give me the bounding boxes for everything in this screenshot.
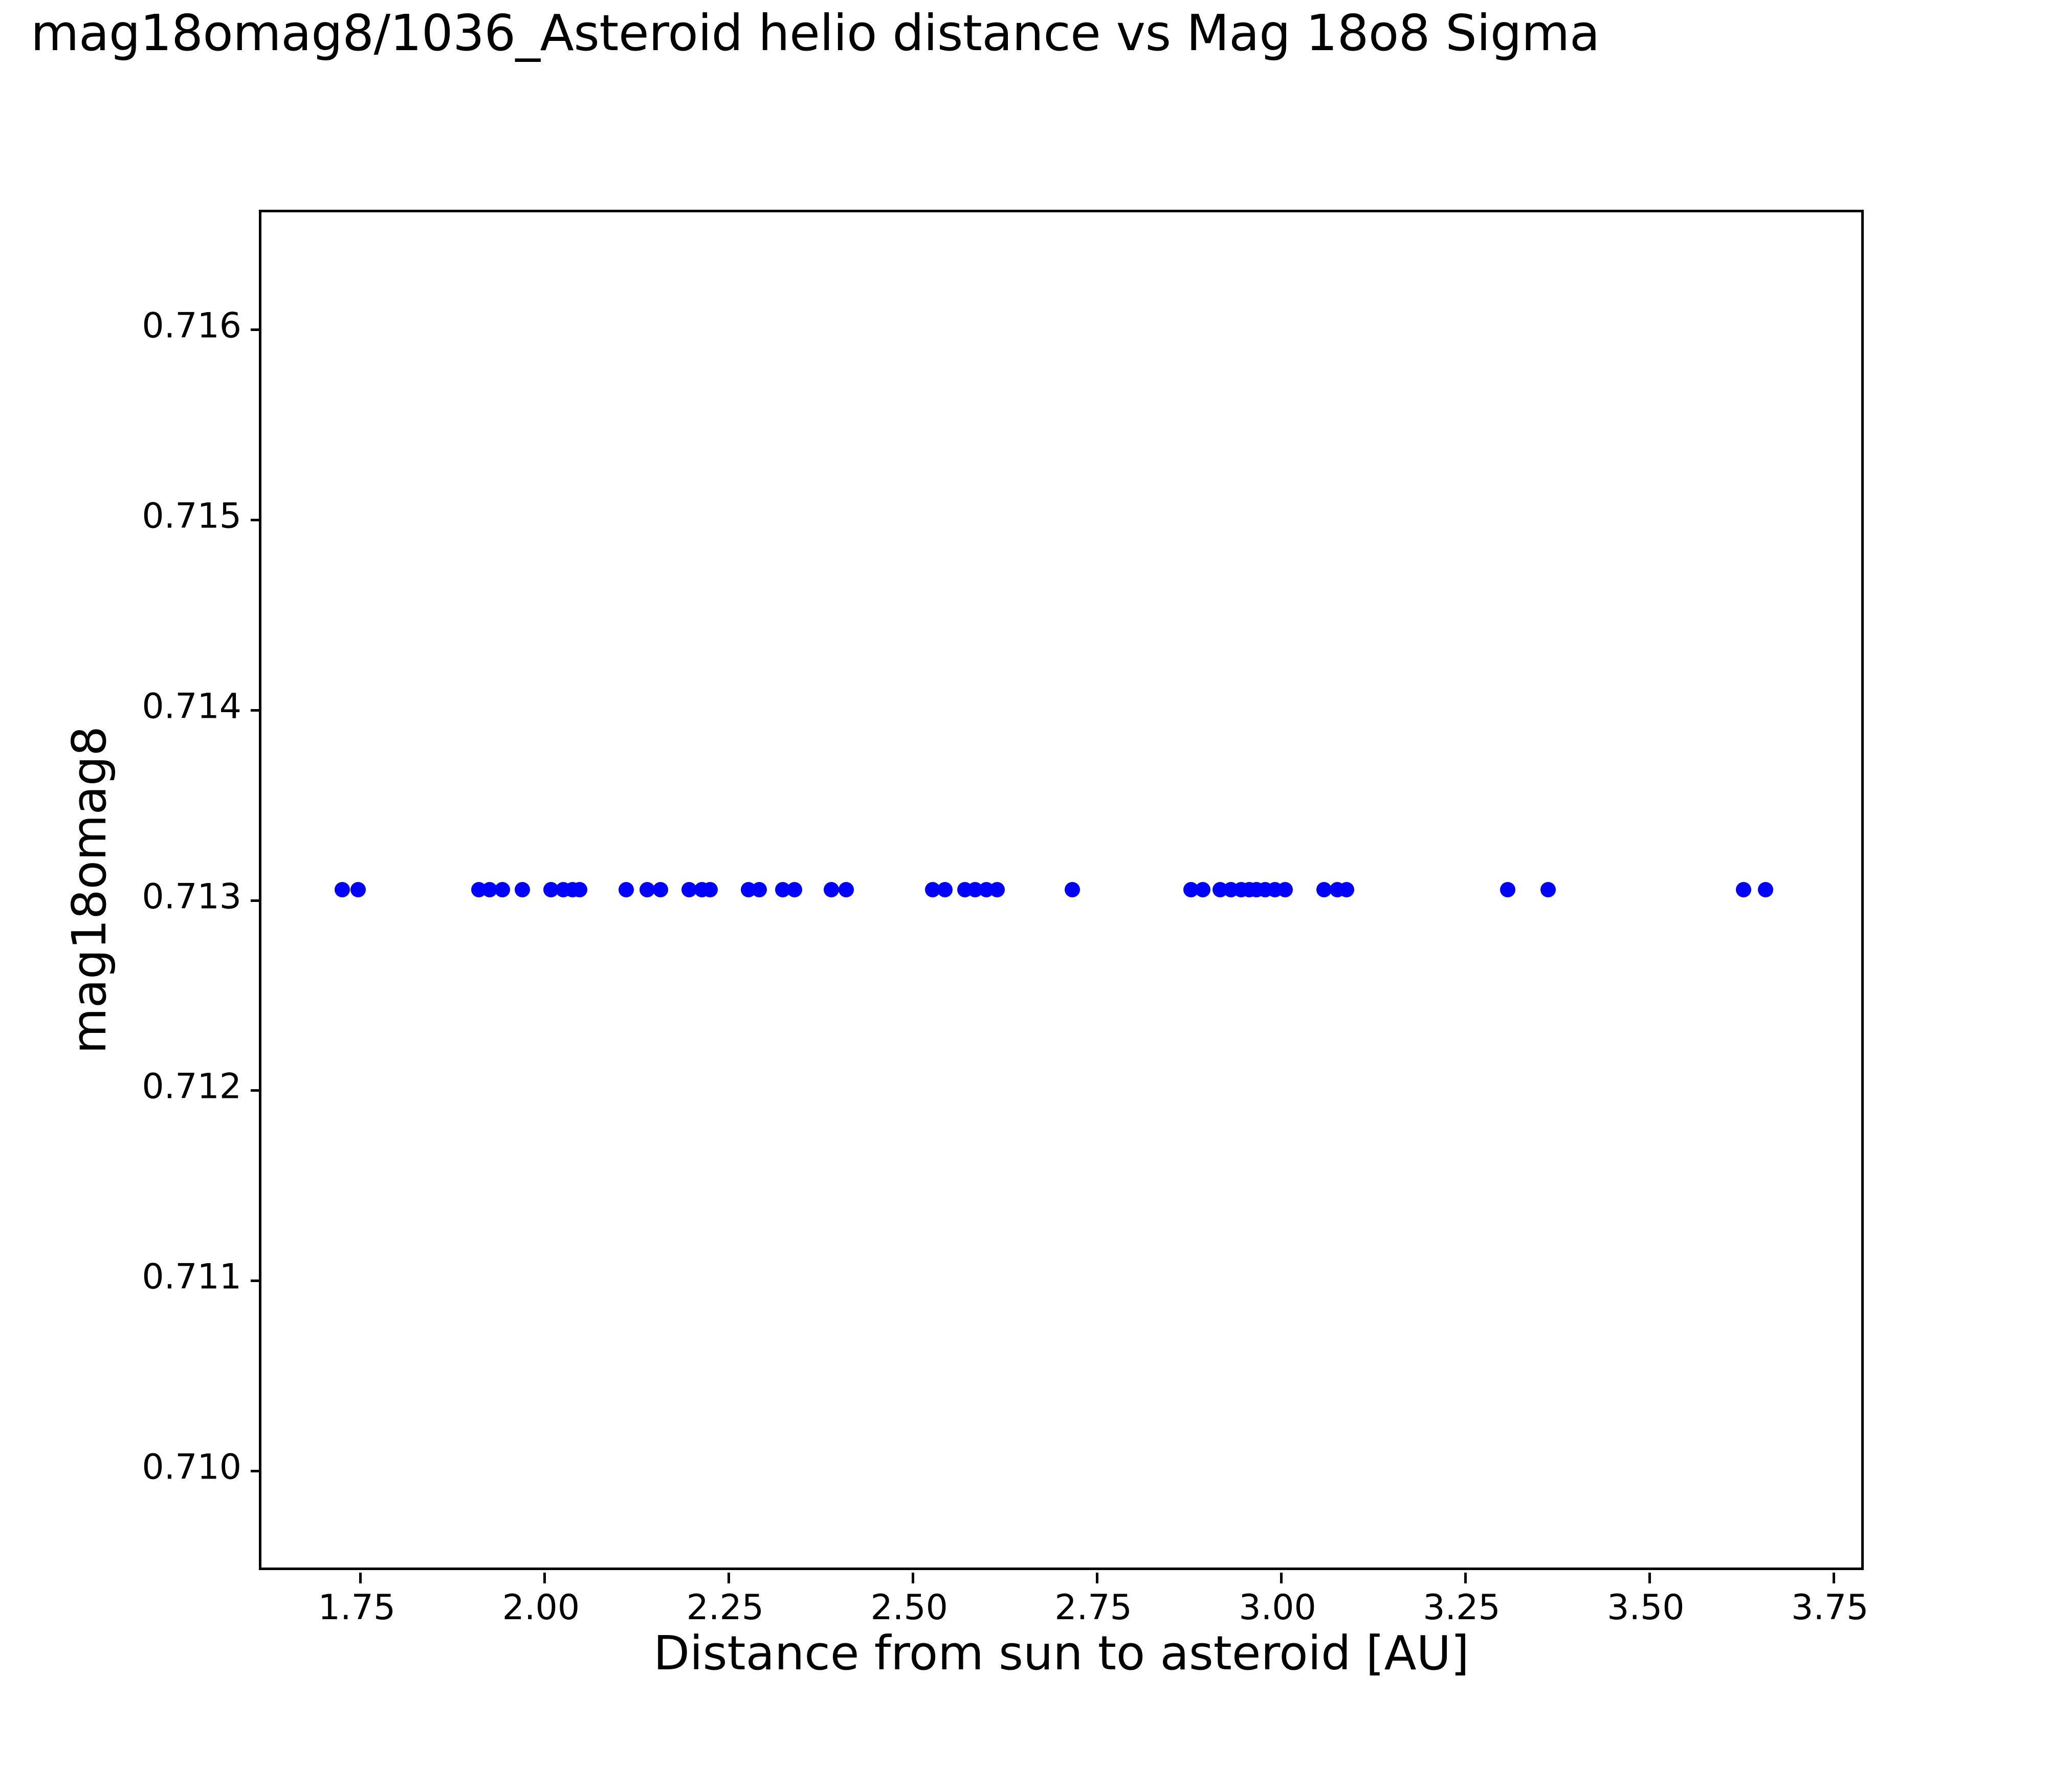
x-tick-label: 3.50 (1607, 1587, 1685, 1628)
data-point (1735, 881, 1751, 897)
y-tick-label: 0.713 (142, 876, 241, 917)
x-tick-label: 3.00 (1239, 1587, 1316, 1628)
x-tick-label: 2.50 (870, 1587, 948, 1628)
data-point (494, 881, 510, 897)
x-tick-label: 2.25 (686, 1587, 764, 1628)
x-tick-mark (912, 1573, 915, 1583)
x-tick-label: 3.25 (1423, 1587, 1501, 1628)
x-tick-mark (359, 1573, 362, 1583)
data-point (1540, 881, 1556, 897)
data-point (1338, 881, 1354, 897)
data-point (571, 881, 587, 897)
plot-area (251, 210, 1864, 1583)
x-tick-label: 2.00 (502, 1587, 580, 1628)
data-point (702, 881, 718, 897)
data-point (350, 881, 366, 897)
data-point (640, 881, 655, 897)
x-tick-mark (1648, 1573, 1651, 1583)
x-axis-label: Distance from sun to asteroid [AU] (653, 1626, 1469, 1681)
y-tick-mark (251, 1089, 261, 1092)
data-point (1316, 881, 1332, 897)
x-tick-mark (543, 1573, 546, 1583)
y-tick-mark (251, 1279, 261, 1283)
scatter-series (261, 212, 1861, 1568)
data-point (514, 881, 530, 897)
chart-title: mag18omag8/1036_Asteroid helio distance … (31, 4, 1600, 62)
x-tick-label: 3.75 (1791, 1587, 1869, 1628)
data-point (1195, 881, 1210, 897)
data-point (1757, 881, 1773, 897)
data-point (787, 881, 803, 897)
y-axis-label: mag18omag8 (62, 726, 117, 1054)
y-tick-label: 0.710 (142, 1447, 241, 1488)
data-point (618, 881, 634, 897)
y-tick-mark (251, 518, 261, 521)
data-point (839, 881, 854, 897)
data-point (824, 881, 840, 897)
y-tick-label: 0.716 (142, 305, 241, 346)
y-tick-label: 0.712 (142, 1066, 241, 1107)
x-tick-label: 2.75 (1054, 1587, 1132, 1628)
data-point (937, 881, 953, 897)
data-point (1065, 881, 1081, 897)
x-tick-mark (728, 1573, 731, 1583)
data-point (989, 881, 1005, 897)
x-tick-mark (1464, 1573, 1467, 1583)
y-tick-label: 0.711 (142, 1256, 241, 1297)
data-point (335, 881, 350, 897)
data-point (653, 881, 669, 897)
x-tick-mark (1280, 1573, 1283, 1583)
x-tick-mark (1096, 1573, 1099, 1583)
data-point (752, 881, 767, 897)
y-tick-label: 0.715 (142, 496, 241, 537)
y-tick-mark (251, 899, 261, 902)
x-tick-label: 1.75 (318, 1587, 396, 1628)
data-point (1500, 881, 1515, 897)
y-tick-mark (251, 709, 261, 712)
data-point (1277, 881, 1293, 897)
y-tick-label: 0.714 (142, 686, 241, 727)
y-tick-mark (251, 1470, 261, 1473)
x-tick-mark (1832, 1573, 1835, 1583)
y-tick-mark (251, 328, 261, 331)
